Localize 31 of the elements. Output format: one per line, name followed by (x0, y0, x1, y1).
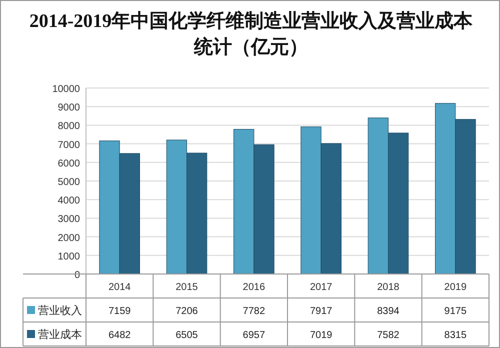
data-label: 7159 (108, 306, 132, 317)
x-tick-label: 2015 (176, 282, 198, 293)
data-label: 7019 (310, 330, 333, 341)
y-tick-label: 10000 (52, 84, 80, 95)
data-label: 6482 (108, 330, 132, 341)
data-label: 7782 (242, 306, 266, 317)
chart-title: 2014-2019年中国化学纤维制造业营业收入及营业成本统计（亿元） (28, 10, 474, 60)
x-tick-label: 2016 (242, 282, 266, 293)
data-label: 8315 (444, 330, 467, 341)
legend-label: 营业成本 (38, 328, 82, 341)
data-label: 8394 (377, 306, 400, 317)
data-label: 6505 (176, 330, 198, 341)
data-label: 9175 (444, 306, 467, 317)
y-tick-label: 9000 (58, 102, 80, 114)
data-label: 6957 (242, 330, 266, 341)
y-tick-label: 6000 (58, 158, 80, 170)
y-tick-label: 4000 (58, 196, 80, 207)
data-label: 7206 (176, 306, 198, 317)
x-tick-label: 2018 (377, 282, 400, 293)
x-tick-label: 2014 (108, 282, 132, 293)
y-tick-label: 7000 (58, 140, 80, 151)
y-tick-label: 8000 (58, 121, 80, 132)
x-tick-label: 2017 (310, 282, 333, 293)
data-label: 7917 (310, 306, 333, 317)
y-tick-label: 3000 (58, 214, 80, 226)
data-label: 7582 (377, 330, 400, 341)
x-tick-label: 2019 (444, 282, 467, 293)
y-tick-label: 2000 (58, 232, 80, 244)
y-tick-label: 5000 (58, 177, 80, 188)
y-tick-label: 1000 (58, 251, 80, 262)
legend-label: 营业收入 (38, 304, 82, 317)
